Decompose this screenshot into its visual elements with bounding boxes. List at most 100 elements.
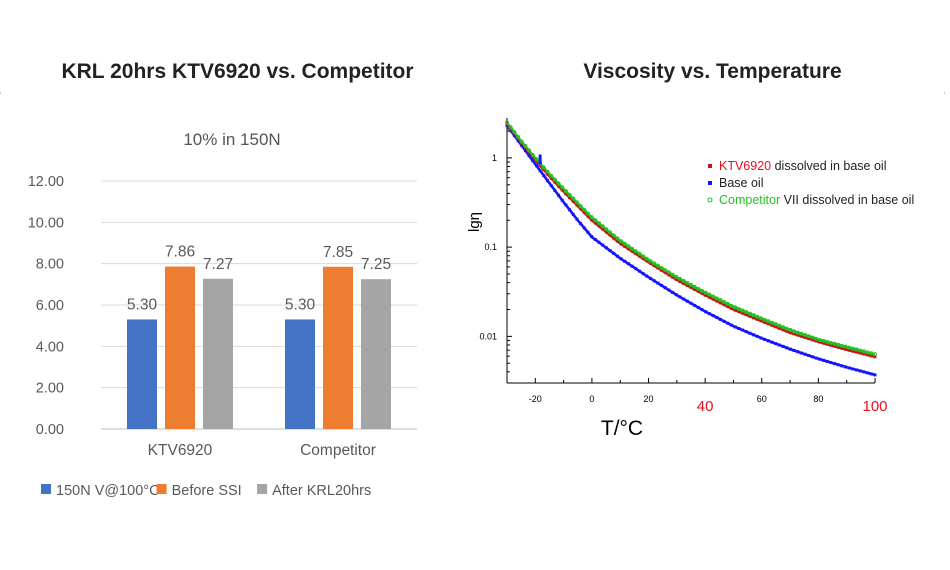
data-point <box>722 319 726 323</box>
data-point <box>538 164 542 168</box>
data-point <box>799 334 803 338</box>
data-point <box>552 177 557 182</box>
data-point <box>578 204 583 209</box>
bar <box>323 266 353 429</box>
data-point <box>700 308 704 312</box>
legend-swatch <box>41 484 51 494</box>
data-point <box>851 367 855 371</box>
data-point <box>666 270 671 275</box>
data-point <box>781 328 785 332</box>
data-point <box>575 203 579 207</box>
data-point <box>844 365 848 369</box>
data-point <box>504 120 509 125</box>
bar-value-label: 7.85 <box>323 244 353 261</box>
data-point <box>682 297 686 301</box>
data-point <box>685 299 689 303</box>
data-point <box>843 344 848 349</box>
data-point <box>748 331 752 335</box>
data-point <box>803 333 808 338</box>
data-point <box>733 308 737 312</box>
data-point <box>755 314 760 319</box>
series-markers <box>505 124 877 377</box>
data-point <box>840 346 844 350</box>
x-category-label: KTV6920 <box>148 442 213 459</box>
data-point <box>803 352 807 356</box>
data-point <box>825 342 829 346</box>
data-point <box>873 355 877 359</box>
data-point <box>660 268 664 272</box>
x-tick-label: 60 <box>757 394 767 404</box>
data-point <box>586 214 590 218</box>
data-point <box>703 290 708 295</box>
data-point <box>741 328 745 332</box>
data-point <box>774 342 778 346</box>
data-point <box>542 174 546 178</box>
data-point <box>608 233 612 237</box>
data-point <box>689 282 694 287</box>
data-point <box>758 316 763 321</box>
data-point <box>869 372 873 376</box>
data-point <box>633 249 638 254</box>
legend-label: Competitor VII dissolved in base oil <box>719 193 914 207</box>
data-point <box>516 139 520 143</box>
x-tick-label-highlight: 100 <box>862 398 887 415</box>
series-line <box>506 121 876 356</box>
data-point <box>523 145 527 149</box>
data-point <box>682 281 686 285</box>
data-point <box>792 348 796 352</box>
data-point <box>714 296 719 301</box>
data-point <box>656 281 660 285</box>
data-point <box>579 222 583 226</box>
y-tick-label: 1 <box>492 153 497 163</box>
data-point <box>516 136 520 140</box>
data-point <box>586 230 590 234</box>
data-point <box>814 336 819 341</box>
data-point <box>744 310 749 315</box>
y-tick-label: 8.00 <box>36 257 64 273</box>
data-point <box>781 344 785 348</box>
data-point <box>593 221 597 225</box>
bar-value-label: 7.86 <box>165 244 195 261</box>
data-point <box>516 134 521 139</box>
series-markers <box>504 120 878 357</box>
data-point <box>774 325 778 329</box>
data-point <box>836 345 840 349</box>
data-point <box>615 236 620 241</box>
data-point <box>729 306 733 310</box>
legend-label-rest: VII dissolved in base oil <box>780 193 914 207</box>
data-point <box>722 300 727 305</box>
data-point <box>520 141 524 145</box>
data-point <box>652 261 657 266</box>
data-point <box>818 340 822 344</box>
y-tick-label: 2.00 <box>36 381 64 397</box>
legend-label: After KRL20hrs <box>272 483 371 499</box>
data-point <box>873 373 877 377</box>
data-point <box>512 130 517 135</box>
data-point <box>817 337 822 342</box>
data-point <box>670 272 675 277</box>
data-point <box>531 155 535 159</box>
data-point <box>560 188 564 192</box>
data-point <box>696 306 700 310</box>
data-point <box>527 154 531 158</box>
data-point <box>696 289 700 293</box>
data-point <box>557 193 561 197</box>
data-point <box>663 271 667 275</box>
data-point <box>814 356 818 360</box>
bar-value-label: 5.30 <box>285 296 316 313</box>
data-point <box>770 340 774 344</box>
y-tick-label: 6.00 <box>36 298 64 314</box>
data-point <box>634 267 638 271</box>
data-point <box>777 343 781 347</box>
data-point <box>590 235 594 239</box>
bar-chart: 10% in 150N 0.00 2.00 4.00 6.00 8.00 10.00 12.0… <box>28 130 417 499</box>
data-point <box>729 303 734 308</box>
data-point <box>674 277 678 281</box>
data-point <box>549 183 553 187</box>
bar-chart-subtitle: 10% in 150N <box>183 130 280 149</box>
data-point <box>700 288 705 293</box>
y-tick-label: 4.00 <box>36 339 64 355</box>
data-point <box>564 192 568 196</box>
data-point <box>873 352 878 357</box>
data-point <box>762 317 767 322</box>
